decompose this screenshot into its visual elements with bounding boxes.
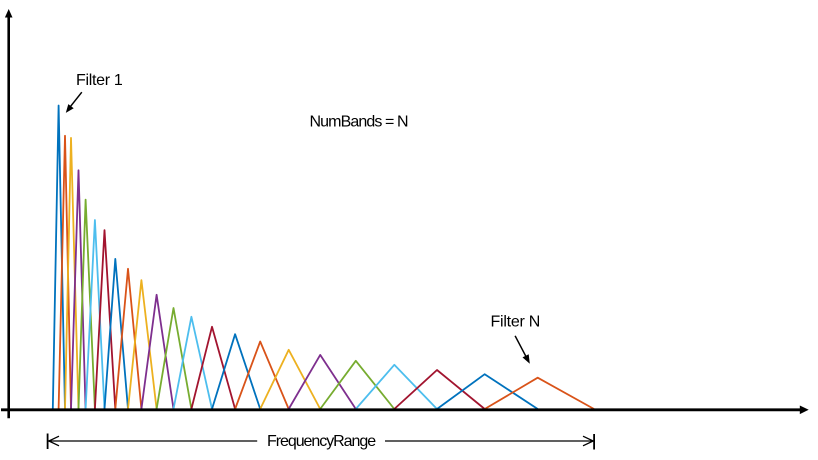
svg-text:FrequencyRange: FrequencyRange xyxy=(267,433,376,450)
svg-text:Filter 1: Filter 1 xyxy=(76,72,123,89)
svg-text:NumBands = N: NumBands = N xyxy=(310,113,408,130)
svg-text:Filter N: Filter N xyxy=(491,314,541,331)
